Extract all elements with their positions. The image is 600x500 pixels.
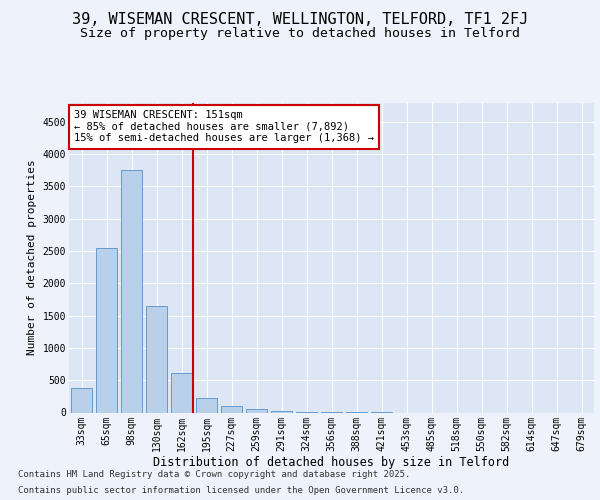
Bar <box>196 398 217 412</box>
X-axis label: Distribution of detached houses by size in Telford: Distribution of detached houses by size … <box>154 456 509 469</box>
Text: 39 WISEMAN CRESCENT: 151sqm
← 85% of detached houses are smaller (7,892)
15% of : 39 WISEMAN CRESCENT: 151sqm ← 85% of det… <box>74 110 374 144</box>
Text: 39, WISEMAN CRESCENT, WELLINGTON, TELFORD, TF1 2FJ: 39, WISEMAN CRESCENT, WELLINGTON, TELFOR… <box>72 12 528 28</box>
Bar <box>96 248 117 412</box>
Bar <box>246 408 267 412</box>
Bar <box>221 406 242 412</box>
Text: Contains HM Land Registry data © Crown copyright and database right 2025.: Contains HM Land Registry data © Crown c… <box>18 470 410 479</box>
Bar <box>171 373 192 412</box>
Bar <box>71 388 92 412</box>
Bar <box>271 410 292 412</box>
Bar <box>146 306 167 412</box>
Text: Size of property relative to detached houses in Telford: Size of property relative to detached ho… <box>80 28 520 40</box>
Text: Contains public sector information licensed under the Open Government Licence v3: Contains public sector information licen… <box>18 486 464 495</box>
Y-axis label: Number of detached properties: Number of detached properties <box>27 160 37 356</box>
Bar <box>121 170 142 412</box>
